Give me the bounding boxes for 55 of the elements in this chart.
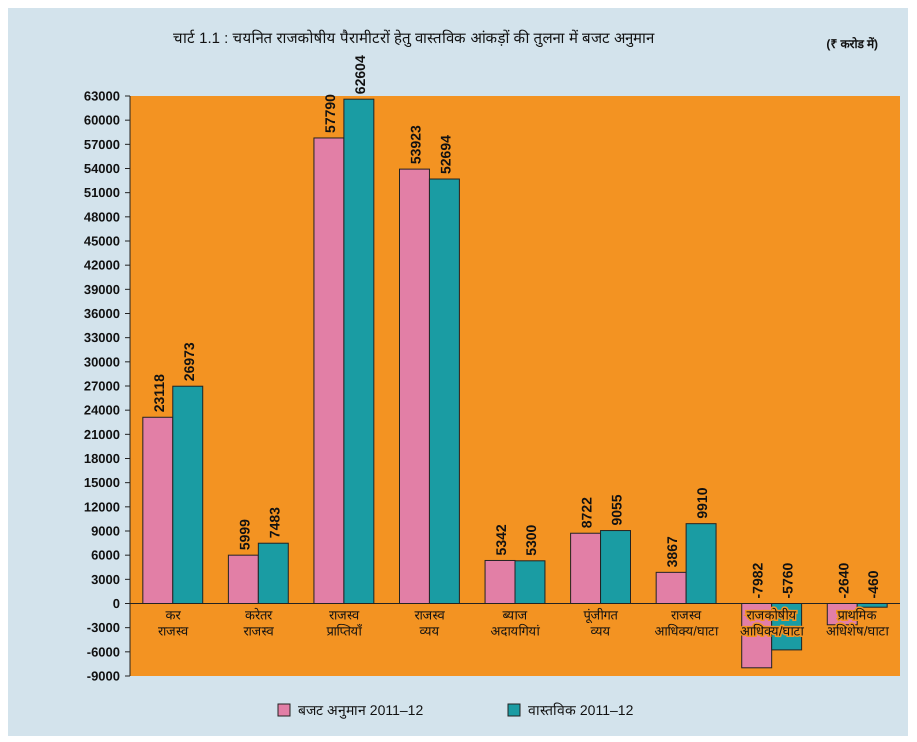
y-tick-label: 0	[112, 596, 120, 612]
y-tick-label: 51000	[84, 185, 120, 200]
data-label: 62604	[352, 55, 368, 94]
data-label: -7982	[750, 562, 766, 598]
data-label: 9055	[608, 494, 625, 526]
y-tick-label: 33000	[84, 330, 120, 346]
y-tick-label: 48000	[84, 209, 120, 224]
data-label: -2640	[835, 562, 852, 598]
y-tick-label: 24000	[84, 402, 120, 418]
data-label: 57790	[322, 94, 338, 133]
data-label: 7483	[266, 506, 282, 538]
data-label: 26973	[180, 342, 197, 382]
y-tick-label: 6000	[91, 548, 120, 563]
x-tick-label: कर राजस्व	[158, 608, 189, 638]
data-label: -5760	[780, 562, 796, 598]
x-tick-label: राजस्व आधिक्य/घाटा	[654, 608, 719, 638]
data-label: 52694	[437, 134, 454, 174]
x-tick-label: राजस्व प्राप्तियाँ	[326, 608, 362, 638]
y-tick-label: 42000	[84, 258, 120, 273]
y-tick-label: -3000	[86, 620, 120, 636]
y-tick-label: 60000	[84, 112, 120, 128]
y-tick-label: 21000	[84, 426, 120, 442]
x-tick-label: राजकोषीय आधिक्य/घाटा	[740, 608, 804, 638]
legend-label: बजट अनुमान 2011–12	[298, 702, 424, 719]
x-tick-label: करेतर राजस्व	[243, 608, 274, 638]
chart-title: चार्ट 1.1 : चयनित राजकोषीय पैरामीटरों हेतु वास्तविक आंकड़ों की तुलना में बजट अनुमान	[173, 29, 656, 48]
y-tick-label: 27000	[84, 378, 120, 394]
y-tick-label: -6000	[86, 644, 120, 660]
y-tick-label: 39000	[84, 282, 120, 297]
data-label: 23118	[150, 374, 167, 412]
data-label: 3867	[664, 536, 680, 568]
legend-label: वास्तविक 2011–12	[528, 702, 634, 718]
data-label: 53923	[407, 124, 424, 164]
y-tick-label: 45000	[84, 234, 120, 249]
y-tick-label: 54000	[84, 161, 120, 176]
y-tick-label: 18000	[84, 451, 120, 466]
data-label: 5999	[236, 518, 252, 550]
data-label: -460	[865, 570, 882, 598]
x-tick-label: ब्याज अदायगियां	[490, 608, 540, 638]
data-label: 9910	[694, 487, 710, 519]
y-tick-label: 12000	[84, 499, 120, 514]
y-tick-label: 36000	[84, 306, 120, 322]
y-tick-label: 57000	[84, 136, 120, 152]
x-tick-label: राजस्व व्यय	[414, 608, 446, 638]
y-tick-label: 63000	[84, 88, 120, 104]
chart-subtitle: (₹ करोड में)	[826, 37, 878, 51]
y-tick-label: 30000	[84, 354, 120, 370]
y-tick-label: -9000	[86, 668, 120, 684]
y-tick-label: 15000	[84, 475, 120, 490]
data-label: 5342	[493, 524, 510, 556]
y-tick-label: 3000	[91, 572, 120, 587]
data-label: 5300	[522, 524, 539, 556]
x-tick-label: पूंजीगत व्यय	[584, 608, 619, 638]
data-label: 8722	[578, 496, 595, 528]
y-tick-label: 9000	[91, 524, 120, 539]
